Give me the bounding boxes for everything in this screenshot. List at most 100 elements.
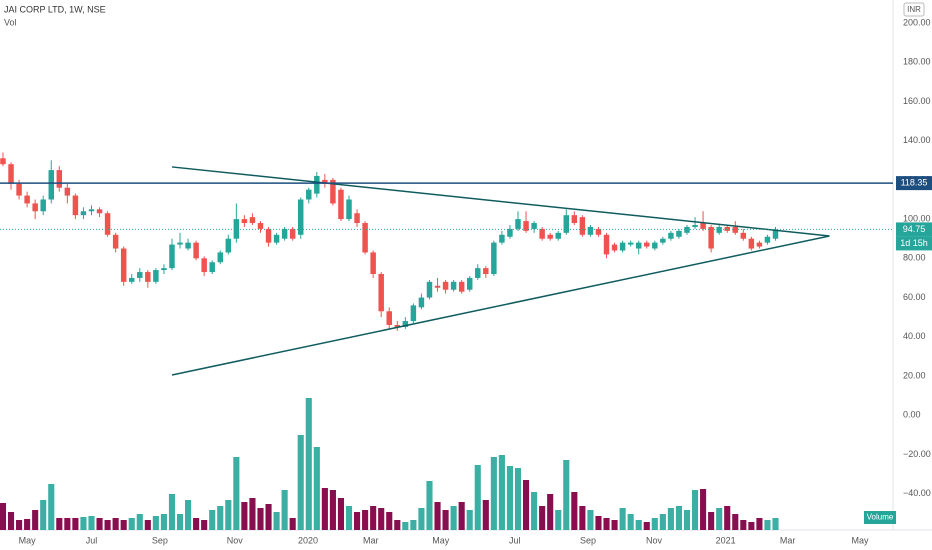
volume-bar [683,510,691,530]
candle-body [297,199,304,235]
candle-body [322,179,328,184]
candle-body [346,199,352,220]
candle-body [177,242,183,245]
candle-body [627,242,634,245]
candle-body [273,234,280,243]
candle-body [16,183,22,196]
candle-body [80,211,87,216]
candle-body [539,228,545,239]
x-tick-label: Jul [86,535,98,545]
volume-bar [378,508,385,530]
candle-body [370,252,376,275]
x-tick-label: Mar [780,535,796,545]
volume-bar [273,512,280,530]
volume-bar [667,508,674,530]
volume-bar [418,508,425,530]
volume-bar [603,518,610,530]
volume-bar [571,492,578,530]
candle-body [595,228,602,235]
candle-body [0,158,6,165]
candle-body [378,274,384,312]
x-tick-label: Sep [580,535,596,545]
volume-bar [96,518,103,530]
candle-body [24,195,30,204]
volume-bar [56,518,63,530]
volume-bar [209,510,216,530]
volume-bar [241,502,248,530]
candle-body [306,189,312,200]
volume-bar [185,500,192,530]
candle-body [700,223,706,229]
y-tick-label: 40.00 [903,331,926,341]
y-tick-label: 160.00 [903,96,931,106]
volume-bar [595,516,602,530]
volume-bar [764,520,771,530]
volume-bar [16,520,23,530]
candle-body [635,242,642,249]
volume-bar [474,465,481,530]
volume-bar [506,466,514,530]
candle-body [233,219,240,239]
volume-bar [64,518,71,530]
candle-body [611,244,618,251]
candle-body [475,268,481,278]
volume-bar [201,520,208,530]
currency-button[interactable] [903,2,925,17]
y-tick-label: 200.00 [903,17,931,27]
candle-body [241,219,248,224]
candle-body [724,226,730,231]
y-tick-label: 20.00 [903,370,926,380]
volume-bar [24,519,31,530]
candle-body [660,238,666,243]
volume-bar [233,457,240,530]
volume-bar [329,490,336,530]
candle-body [362,223,368,253]
volume-bar [522,480,530,530]
x-tick-label: Mar [363,535,379,545]
candle-body [161,268,167,271]
candle-body [740,232,747,239]
volume-bar [337,498,345,530]
candle-body [96,209,103,214]
y-tick-label: 100.00 [903,213,931,223]
candle-body [563,215,570,233]
candle-body [507,228,513,237]
volume-bar [112,518,119,530]
volume-bar [136,514,143,530]
last-price-label: 94.75 [903,224,926,234]
candle-body [483,268,489,275]
volume-bar [176,514,184,530]
candle-body [394,324,401,327]
candle-body [547,234,553,239]
candle-body [217,252,223,263]
volume-bar [160,514,167,530]
candle-body [515,219,521,229]
candle-body [88,209,95,212]
candle-body [410,305,417,322]
volume-bar [265,504,272,530]
trend-line [171,235,830,376]
volume-bar [257,508,264,530]
candle-body [112,234,119,249]
volume-bar [249,498,256,530]
y-tick-label: 0.00 [903,410,921,420]
volume-bar [772,518,779,530]
candle-body [587,226,594,235]
x-tick-label: Nov [646,535,663,545]
x-tick-label: 2021 [716,535,736,545]
candle-body [499,234,505,243]
volume-bar [305,398,312,530]
y-tick-label: 60.00 [903,292,926,302]
volume-bar [490,457,497,530]
currency-label[interactable]: INR [907,5,921,14]
candle-body [668,232,674,239]
candle-body [185,242,191,249]
candle-body [338,189,344,220]
volume-bar [362,510,369,530]
hline-label: 118.35 [901,177,928,187]
volume-bar [152,516,159,530]
candle-body [458,281,465,292]
volume-bar [144,520,151,530]
volume-bar [643,522,650,530]
